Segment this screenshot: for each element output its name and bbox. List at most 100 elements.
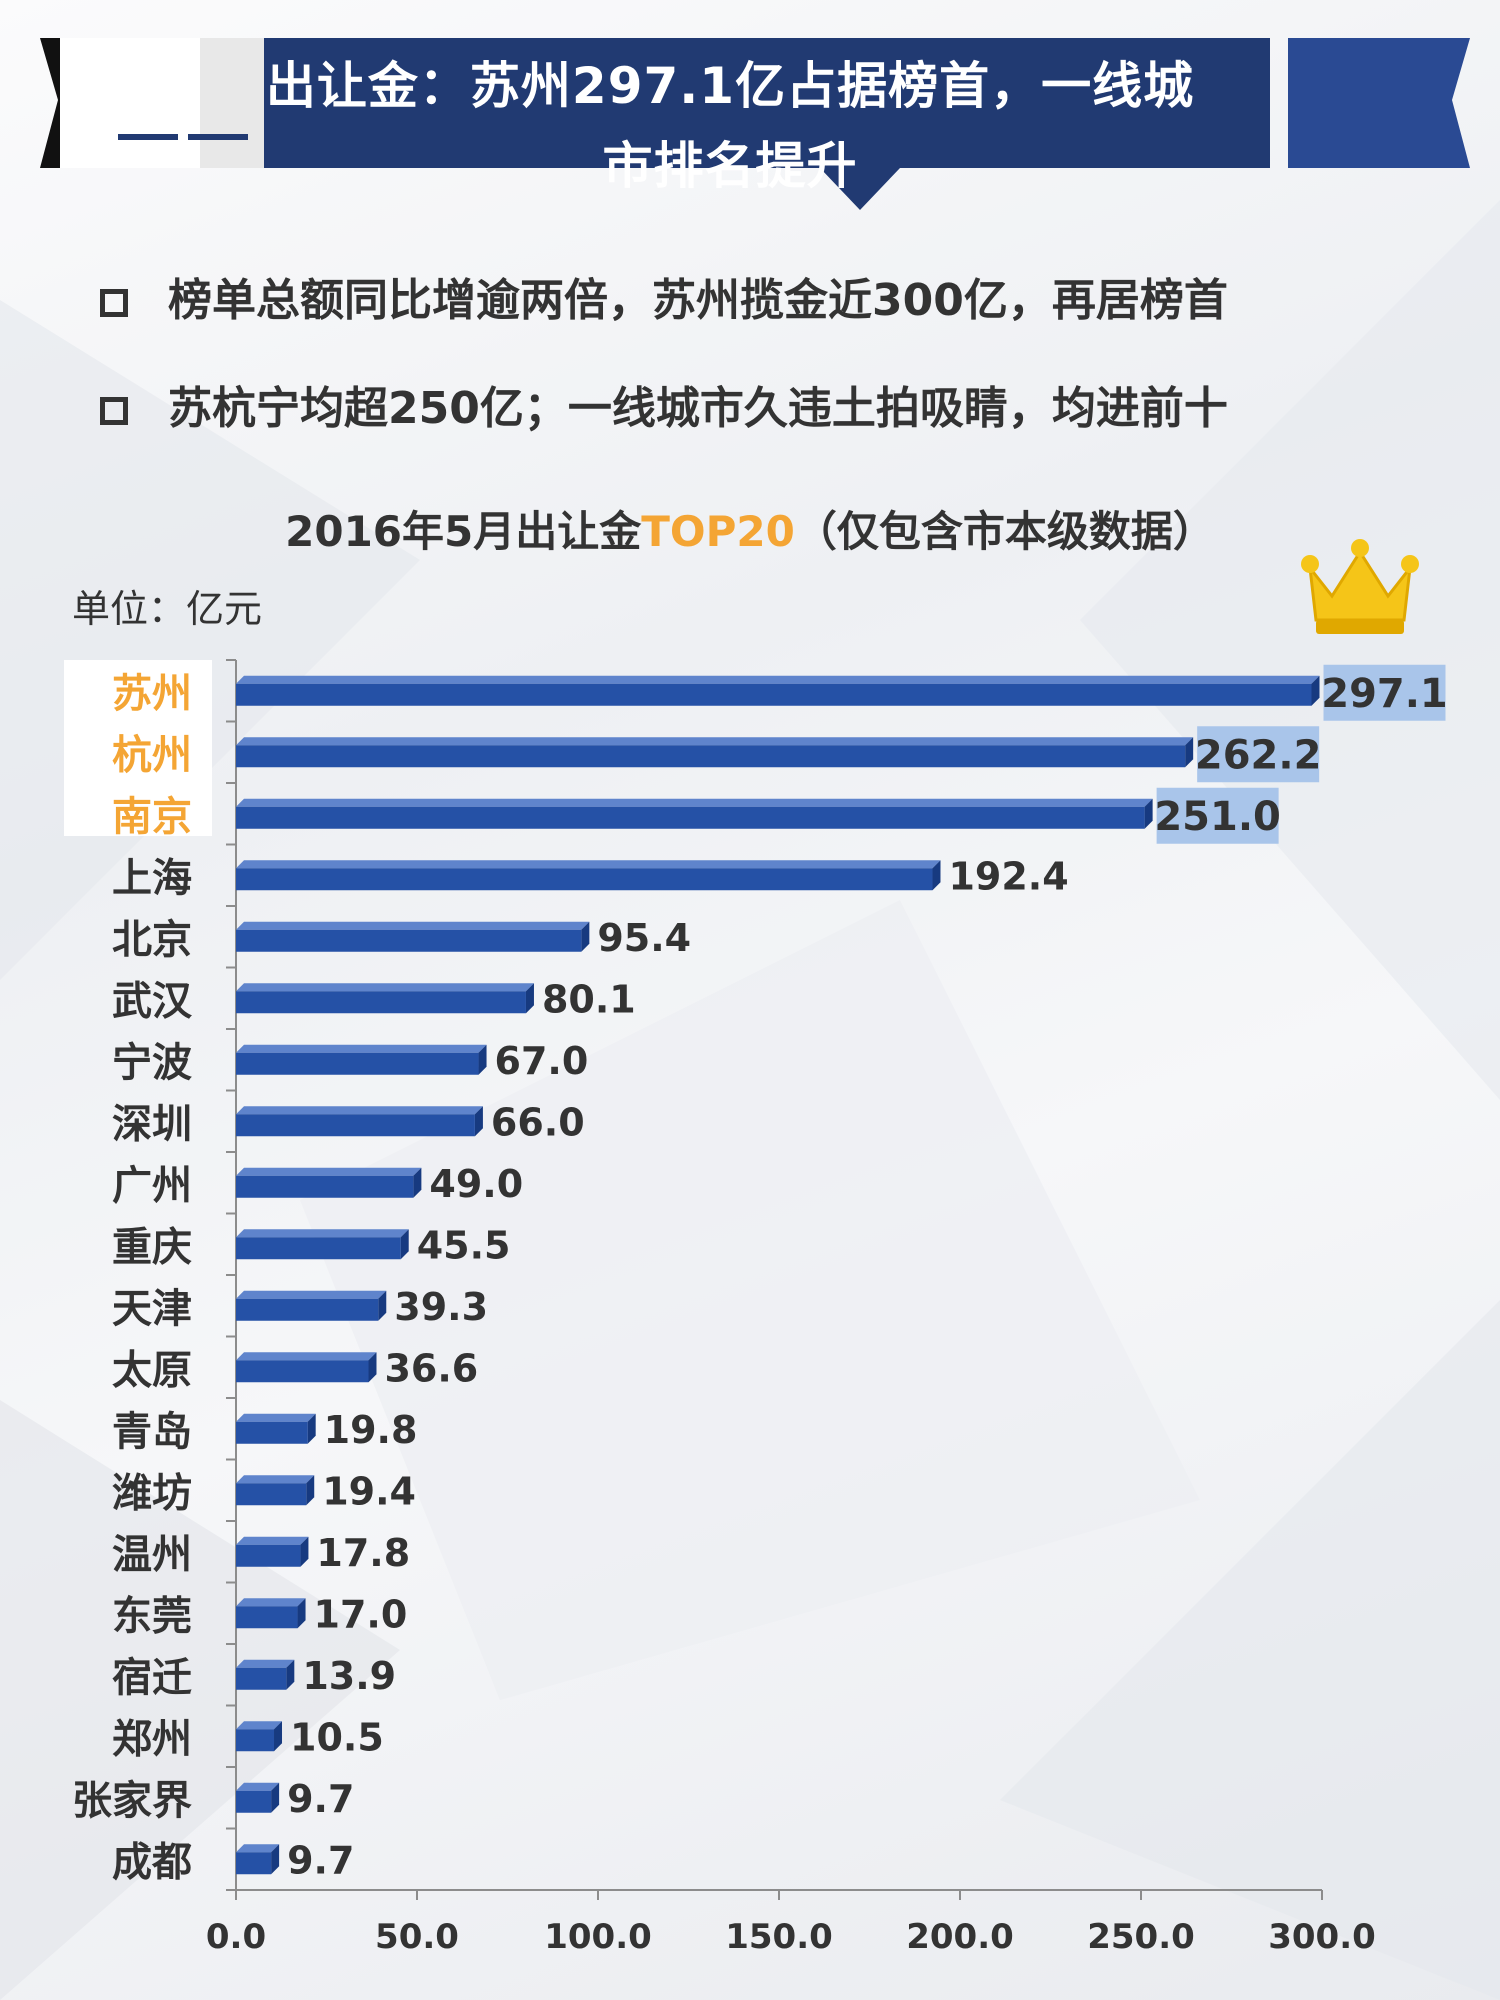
bar <box>236 1114 475 1137</box>
category-label: 张家界 <box>72 1778 192 1824</box>
x-tick-label: 100.0 <box>544 1917 652 1957</box>
chart-unit: 单位：亿元 <box>72 587 263 631</box>
bar-top <box>236 1475 315 1484</box>
category-label: 广州 <box>112 1163 192 1209</box>
category-label: 潍坊 <box>112 1470 192 1516</box>
top-cities-highlight <box>64 660 212 836</box>
title-banner <box>40 38 1470 210</box>
bar-top <box>236 737 1194 746</box>
bar-top <box>236 1106 483 1115</box>
bar-top <box>236 1413 316 1422</box>
bar-top <box>236 1536 309 1545</box>
category-label: 杭州 <box>112 732 192 778</box>
bar <box>236 1421 308 1444</box>
bar-side <box>297 1598 306 1629</box>
bar-side <box>306 1475 315 1506</box>
value-label: 67.0 <box>495 1039 589 1083</box>
chart-labels: 297.1 苏州 262.2 杭州 251.0 南京 192.4 上海 95.4 北京 80.1 武汉… <box>72 664 1448 1885</box>
value-label: 17.8 <box>316 1531 410 1575</box>
x-tick-label: 50.0 <box>375 1917 459 1957</box>
bar <box>236 1360 369 1383</box>
bar-side <box>932 860 941 891</box>
value-label-bg <box>1323 664 1446 721</box>
value-label: 95.4 <box>597 916 691 960</box>
value-label: 66.0 <box>491 1100 585 1144</box>
x-tick-label: 0.0 <box>206 1917 266 1957</box>
bar <box>236 1175 414 1198</box>
category-label: 成都 <box>112 1839 192 1885</box>
bar-top <box>236 1598 306 1607</box>
bar <box>236 1483 307 1506</box>
bar-side <box>525 983 534 1014</box>
value-label: 10.5 <box>290 1715 384 1759</box>
bar <box>236 745 1186 768</box>
chart-title: 2016年5月出让金TOP20（仅包含市本级数据） <box>285 507 1215 556</box>
crown-icon <box>1301 539 1419 634</box>
bar-top <box>236 798 1153 807</box>
bar-top <box>236 1659 295 1668</box>
category-label: 青岛 <box>112 1409 192 1455</box>
value-label: 251.0 <box>1154 794 1281 840</box>
category-label: 重庆 <box>112 1224 192 1270</box>
category-label: 温州 <box>112 1532 192 1578</box>
bar-top <box>236 675 1320 684</box>
page-title: 出让金：苏州297.1亿占据榜首，一线城 市排名提升 <box>265 57 1195 195</box>
chart-axes: 0.0 50.0 100.0 150.0 200.0 250.0 300.0 <box>206 659 1376 1957</box>
value-label: 80.1 <box>542 977 636 1021</box>
bar-top <box>236 1167 422 1176</box>
value-label: 13.9 <box>302 1654 396 1698</box>
value-label: 19.8 <box>324 1408 418 1452</box>
category-label: 深圳 <box>112 1101 192 1147</box>
value-label-bg <box>1197 726 1320 783</box>
category-label: 南京 <box>112 794 192 840</box>
value-label: 36.6 <box>384 1346 478 1390</box>
bar <box>236 868 933 891</box>
value-label: 297.1 <box>1321 671 1448 717</box>
value-label-bg <box>1156 787 1279 844</box>
value-label: 19.4 <box>322 1469 416 1513</box>
bar-top <box>236 1782 280 1791</box>
checkbox-icon <box>100 289 128 317</box>
category-label: 武汉 <box>112 978 193 1024</box>
bar-side <box>474 1106 483 1137</box>
bar-side <box>1144 798 1153 829</box>
x-tick-label: 250.0 <box>1087 1917 1195 1957</box>
value-label: 9.7 <box>287 1838 354 1882</box>
bar <box>236 1052 479 1075</box>
category-label: 苏州 <box>112 671 192 717</box>
value-label: 17.0 <box>314 1592 408 1636</box>
category-label: 天津 <box>112 1286 192 1332</box>
bar <box>236 1544 301 1567</box>
bar <box>236 1298 379 1321</box>
category-label: 上海 <box>112 855 192 901</box>
value-label: 39.3 <box>394 1285 488 1329</box>
bar-side <box>286 1659 295 1690</box>
bar <box>236 1790 272 1813</box>
bar <box>236 683 1312 706</box>
bar-side <box>300 1536 309 1567</box>
bar <box>236 1606 298 1629</box>
bar <box>236 1852 272 1875</box>
bar-top <box>236 1721 283 1730</box>
bar-side <box>271 1844 280 1875</box>
bar-top <box>236 1352 377 1361</box>
bar-side <box>274 1721 283 1752</box>
category-label: 宿迁 <box>112 1655 192 1701</box>
chart-bars <box>236 675 1320 1875</box>
bar-side <box>1185 737 1194 768</box>
value-label: 262.2 <box>1195 732 1322 778</box>
bar-side <box>378 1290 387 1321</box>
bar-side <box>1311 675 1320 706</box>
bar-top <box>236 1290 387 1299</box>
checkbox-icon <box>100 397 128 425</box>
category-label: 北京 <box>112 917 192 963</box>
bar-side <box>413 1167 422 1198</box>
bar-top <box>236 1844 280 1853</box>
bar-top <box>236 921 590 930</box>
bar-top <box>236 1229 409 1238</box>
bullet-item-2: 苏杭宁均超250亿；一线城市久违土拍吸睛，均进前十 <box>100 372 1228 436</box>
bar <box>236 1237 401 1260</box>
x-tick-label: 150.0 <box>725 1917 833 1957</box>
